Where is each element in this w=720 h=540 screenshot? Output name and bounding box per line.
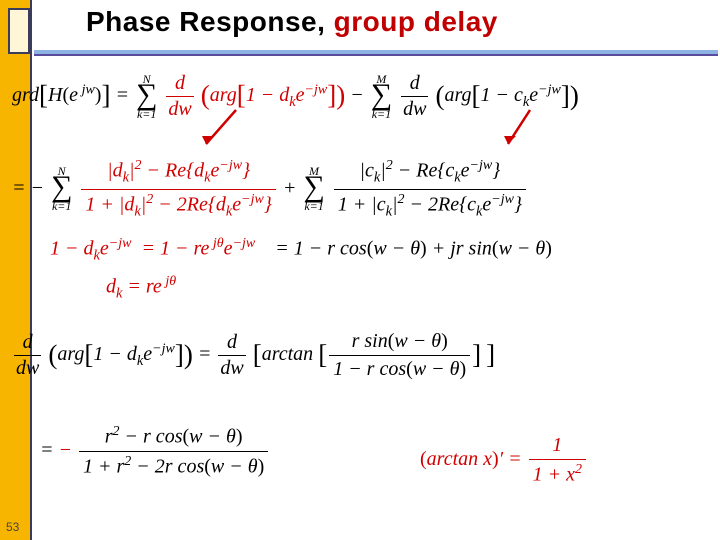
title-underline-purple	[34, 54, 718, 56]
math-row-6-side: (arctan x)′ = 11 + x2	[420, 434, 588, 487]
math-row-2: = − N∑k=1 |dk|2 − Re{dke−jw} 1 + |dk|2 −…	[12, 158, 528, 220]
page-number: 53	[6, 520, 19, 534]
arrow-2	[490, 108, 550, 148]
math-row-3: 1 − dke−jw = 1 − re jθe−jw = 1 − r cos(w…	[50, 236, 552, 265]
math-row-4: dk = re jθ	[106, 274, 176, 303]
slide-title: Phase Response, group delay	[86, 6, 498, 38]
title-part-1: Phase Response,	[86, 6, 334, 37]
title-part-2: group delay	[334, 6, 498, 37]
math-row-6: = − r2 − r cos(w − θ) 1 + r2 − 2r cos(w …	[40, 424, 270, 478]
arrow-1	[196, 108, 256, 148]
slide-header: Phase Response, group delay	[0, 0, 720, 56]
math-row-5: ddw (arg[1 − dke−jw]) = ddw [arctan [r s…	[12, 330, 495, 381]
